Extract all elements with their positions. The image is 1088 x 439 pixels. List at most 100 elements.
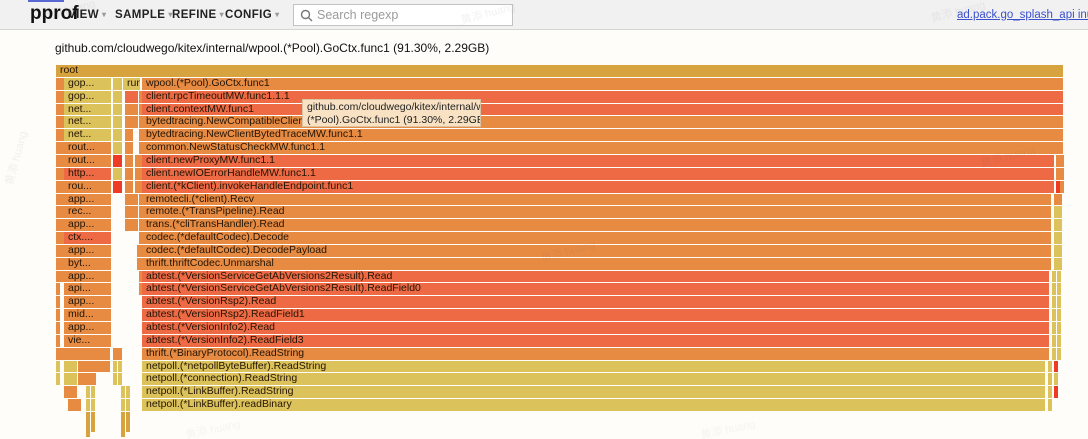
flame-cell[interactable]: client.newIOErrorHandleMW.func1.1 bbox=[142, 168, 1054, 180]
flame-cell[interactable] bbox=[78, 373, 96, 385]
flame-cell[interactable] bbox=[125, 155, 133, 167]
flame-cell[interactable]: codec.(*defaultCodec).DecodePayload bbox=[142, 245, 1051, 257]
flame-cell[interactable]: run... bbox=[123, 78, 140, 90]
flame-cell[interactable] bbox=[125, 142, 133, 154]
flame-cell[interactable] bbox=[113, 104, 122, 116]
flame-cell[interactable] bbox=[126, 412, 130, 432]
flame-cell[interactable]: net... bbox=[64, 104, 111, 116]
flame-cell[interactable]: net... bbox=[64, 129, 111, 141]
flame-cell[interactable]: abtest.(*VersionInfo2).ReadField3 bbox=[142, 335, 1049, 347]
flame-cell[interactable]: rec... bbox=[64, 206, 111, 218]
flame-cell[interactable] bbox=[125, 194, 138, 206]
flame-cell[interactable] bbox=[113, 181, 122, 193]
flame-cell[interactable]: byt... bbox=[64, 258, 111, 270]
flame-cell[interactable] bbox=[68, 399, 81, 411]
flame-cell[interactable]: vie... bbox=[64, 335, 111, 347]
flame-cell[interactable] bbox=[113, 348, 122, 360]
flame-cell[interactable]: client.(*kClient).invokeHandleEndpoint.f… bbox=[142, 181, 1054, 193]
flame-cell[interactable] bbox=[91, 399, 95, 411]
flame-cell[interactable] bbox=[86, 399, 90, 411]
flame-cell[interactable] bbox=[113, 155, 122, 167]
flame-cell[interactable] bbox=[1057, 322, 1061, 334]
flame-cell[interactable]: app... bbox=[64, 194, 111, 206]
flame-cell[interactable] bbox=[56, 361, 60, 373]
flame-cell[interactable]: client.rpcTimeoutMW.func1.1.1 bbox=[142, 91, 1063, 103]
flame-cell[interactable]: common.NewStatusCheckMW.func1.1 bbox=[142, 142, 1063, 154]
flame-cell[interactable] bbox=[113, 168, 122, 180]
flame-cell[interactable] bbox=[56, 373, 60, 385]
flame-cell[interactable] bbox=[1052, 309, 1056, 321]
flame-cell[interactable] bbox=[121, 399, 125, 411]
flame-cell[interactable] bbox=[56, 296, 60, 308]
flame-cell[interactable]: ctx.... bbox=[64, 232, 111, 244]
flame-cell[interactable]: netpoll.(*netpollByteBuffer).ReadString bbox=[142, 361, 1045, 373]
flame-cell[interactable] bbox=[113, 129, 122, 141]
flame-cell[interactable] bbox=[1057, 271, 1061, 283]
flame-cell[interactable] bbox=[1052, 271, 1056, 283]
flame-cell[interactable] bbox=[125, 129, 133, 141]
flame-cell[interactable] bbox=[1048, 386, 1052, 398]
flame-cell[interactable] bbox=[113, 142, 122, 154]
flame-cell[interactable] bbox=[56, 283, 60, 295]
flame-cell[interactable] bbox=[113, 361, 117, 373]
flame-cell[interactable] bbox=[1058, 232, 1062, 244]
flame-cell[interactable] bbox=[121, 386, 125, 398]
flame-cell[interactable] bbox=[64, 373, 77, 385]
flame-cell[interactable] bbox=[56, 335, 60, 347]
flame-cell[interactable] bbox=[125, 181, 133, 193]
flame-cell[interactable]: app... bbox=[64, 219, 111, 231]
flame-cell[interactable] bbox=[1052, 335, 1056, 347]
flame-cell[interactable] bbox=[1054, 386, 1058, 398]
flame-cell[interactable]: net... bbox=[64, 116, 111, 128]
flame-cell[interactable] bbox=[125, 116, 138, 128]
flame-cell[interactable]: client.newProxyMW.func1.1 bbox=[142, 155, 1054, 167]
flame-cell[interactable]: netpoll.(*LinkBuffer).readBinary bbox=[142, 399, 1045, 411]
flame-cell[interactable] bbox=[1052, 296, 1056, 308]
flame-cell[interactable] bbox=[118, 361, 122, 373]
flame-cell[interactable] bbox=[1052, 283, 1056, 295]
flame-cell[interactable]: bytedtracing.NewClientBytedTraceMW.func1… bbox=[142, 129, 1063, 141]
flame-cell[interactable] bbox=[1057, 296, 1061, 308]
flame-cell[interactable] bbox=[125, 91, 138, 103]
flame-cell[interactable] bbox=[121, 412, 125, 437]
flame-cell[interactable] bbox=[125, 219, 138, 231]
flame-cell[interactable]: abtest.(*VersionRsp2).ReadField1 bbox=[142, 309, 1049, 321]
flame-cell[interactable]: trans.(*cliTransHandler).Read bbox=[142, 219, 1051, 231]
flame-cell[interactable] bbox=[1060, 155, 1064, 167]
flame-cell[interactable] bbox=[113, 78, 122, 90]
flame-cell[interactable]: abtest.(*VersionInfo2).Read bbox=[142, 322, 1049, 334]
flame-cell[interactable]: api... bbox=[64, 283, 111, 295]
flame-cell[interactable] bbox=[56, 309, 60, 321]
flame-cell[interactable]: thrift.thriftCodec.Unmarshal bbox=[142, 258, 1051, 270]
flame-cell[interactable] bbox=[86, 412, 90, 437]
flame-cell[interactable]: rout... bbox=[64, 155, 111, 167]
flame-cell[interactable]: netpoll.(*connection).ReadString bbox=[142, 373, 1045, 385]
flame-cell[interactable] bbox=[60, 348, 110, 360]
flame-cell[interactable] bbox=[125, 206, 138, 218]
flame-cell[interactable]: abtest.(*VersionRsp2).Read bbox=[142, 296, 1049, 308]
flame-cell[interactable]: app... bbox=[64, 322, 111, 334]
flame-cell[interactable] bbox=[1058, 258, 1062, 270]
flame-cell[interactable]: app... bbox=[64, 296, 111, 308]
flame-cell[interactable] bbox=[1054, 373, 1058, 385]
flame-cell[interactable] bbox=[113, 91, 122, 103]
flame-cell[interactable]: thrift.(*BinaryProtocol).ReadString bbox=[142, 348, 1049, 360]
flame-cell[interactable]: bytedtracing.NewCompatibleClientT bbox=[142, 116, 1063, 128]
flame-cell[interactable] bbox=[1052, 322, 1056, 334]
flame-cell[interactable]: app... bbox=[64, 271, 111, 283]
flame-cell[interactable]: rout... bbox=[64, 142, 111, 154]
flame-cell[interactable] bbox=[113, 116, 122, 128]
flame-cell[interactable] bbox=[1057, 283, 1061, 295]
flame-cell[interactable] bbox=[1058, 206, 1062, 218]
flame-cell[interactable] bbox=[113, 373, 117, 385]
flame-cell[interactable] bbox=[86, 386, 90, 398]
flame-cell[interactable] bbox=[1060, 181, 1064, 193]
flame-cell[interactable]: remote.(*TransPipeline).Read bbox=[142, 206, 1051, 218]
flame-cell[interactable]: client.contextMW.func1 bbox=[142, 104, 1063, 116]
flame-cell[interactable]: netpoll.(*LinkBuffer).ReadString bbox=[142, 386, 1045, 398]
flame-cell[interactable] bbox=[126, 386, 130, 398]
flame-cell[interactable] bbox=[1058, 194, 1062, 206]
flame-cell[interactable] bbox=[1058, 245, 1062, 257]
flame-cell[interactable] bbox=[1048, 399, 1052, 411]
flame-cell[interactable] bbox=[64, 361, 77, 373]
